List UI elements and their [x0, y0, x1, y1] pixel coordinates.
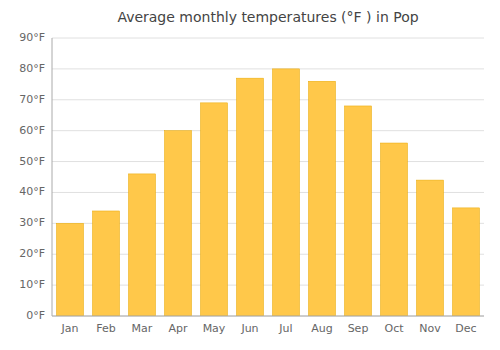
y-tick-label: 50°F: [19, 155, 45, 168]
y-tick-label: 0°F: [26, 309, 45, 322]
x-axis-line: [52, 316, 484, 317]
grid-line: [52, 161, 484, 162]
grid-line: [52, 68, 484, 69]
grid-line: [52, 316, 484, 317]
y-tick-label: 60°F: [19, 124, 45, 137]
y-tick-label: 70°F: [19, 93, 45, 106]
x-tick-label: Dec: [455, 322, 476, 335]
chart: 0°F 10°F 20°F 30°F 40°F 50°F 60°F 70°F 80°F 90°F J…: [0, 0, 500, 350]
y-tick-label: 30°F: [19, 216, 45, 229]
y-axis-line: [52, 38, 53, 316]
x-axis: Jan Feb Mar Apr May Jun Jul Aug Sep Oct Nov Dec: [61, 322, 477, 335]
y-axis: 0°F 10°F 20°F 30°F 40°F 50°F 60°F 70°F 80°F 90°F: [19, 31, 45, 322]
bar: [93, 211, 120, 316]
bar: [453, 208, 480, 316]
x-tick-label: Aug: [311, 322, 332, 335]
bars: [57, 69, 480, 316]
x-tick-label: Feb: [96, 322, 115, 335]
bar: [201, 103, 228, 316]
x-tick-label: Oct: [384, 322, 404, 335]
grid-line: [52, 130, 484, 131]
y-tick-label: 10°F: [19, 278, 45, 291]
y-tick-label: 80°F: [19, 62, 45, 75]
x-tick-label: Mar: [132, 322, 153, 335]
chart-container: 0°F 10°F 20°F 30°F 40°F 50°F 60°F 70°F 80°F 90°F J…: [0, 0, 500, 350]
x-tick-label: May: [203, 322, 226, 335]
bar: [381, 143, 408, 316]
bar: [309, 81, 336, 316]
bar: [345, 106, 372, 316]
y-tick-label: 40°F: [19, 185, 45, 198]
x-tick-label: Jun: [240, 322, 258, 335]
grid-line: [52, 99, 484, 100]
grid-line: [52, 38, 484, 39]
x-tick-label: Nov: [419, 322, 441, 335]
bar: [129, 174, 156, 316]
bar: [165, 131, 192, 316]
x-tick-label: Jan: [61, 322, 79, 335]
x-tick-label: Jul: [278, 322, 292, 335]
title: Average monthly temperatures (°F ) in Po…: [117, 9, 418, 25]
grid: [52, 38, 484, 316]
x-tick-label: Sep: [348, 322, 369, 335]
y-tick-label: 20°F: [19, 247, 45, 260]
bar: [57, 223, 84, 316]
y-tick-label: 90°F: [19, 31, 45, 44]
x-tick-label: Apr: [168, 322, 188, 335]
bar: [417, 180, 444, 316]
bar: [273, 69, 300, 316]
bar: [237, 78, 264, 316]
